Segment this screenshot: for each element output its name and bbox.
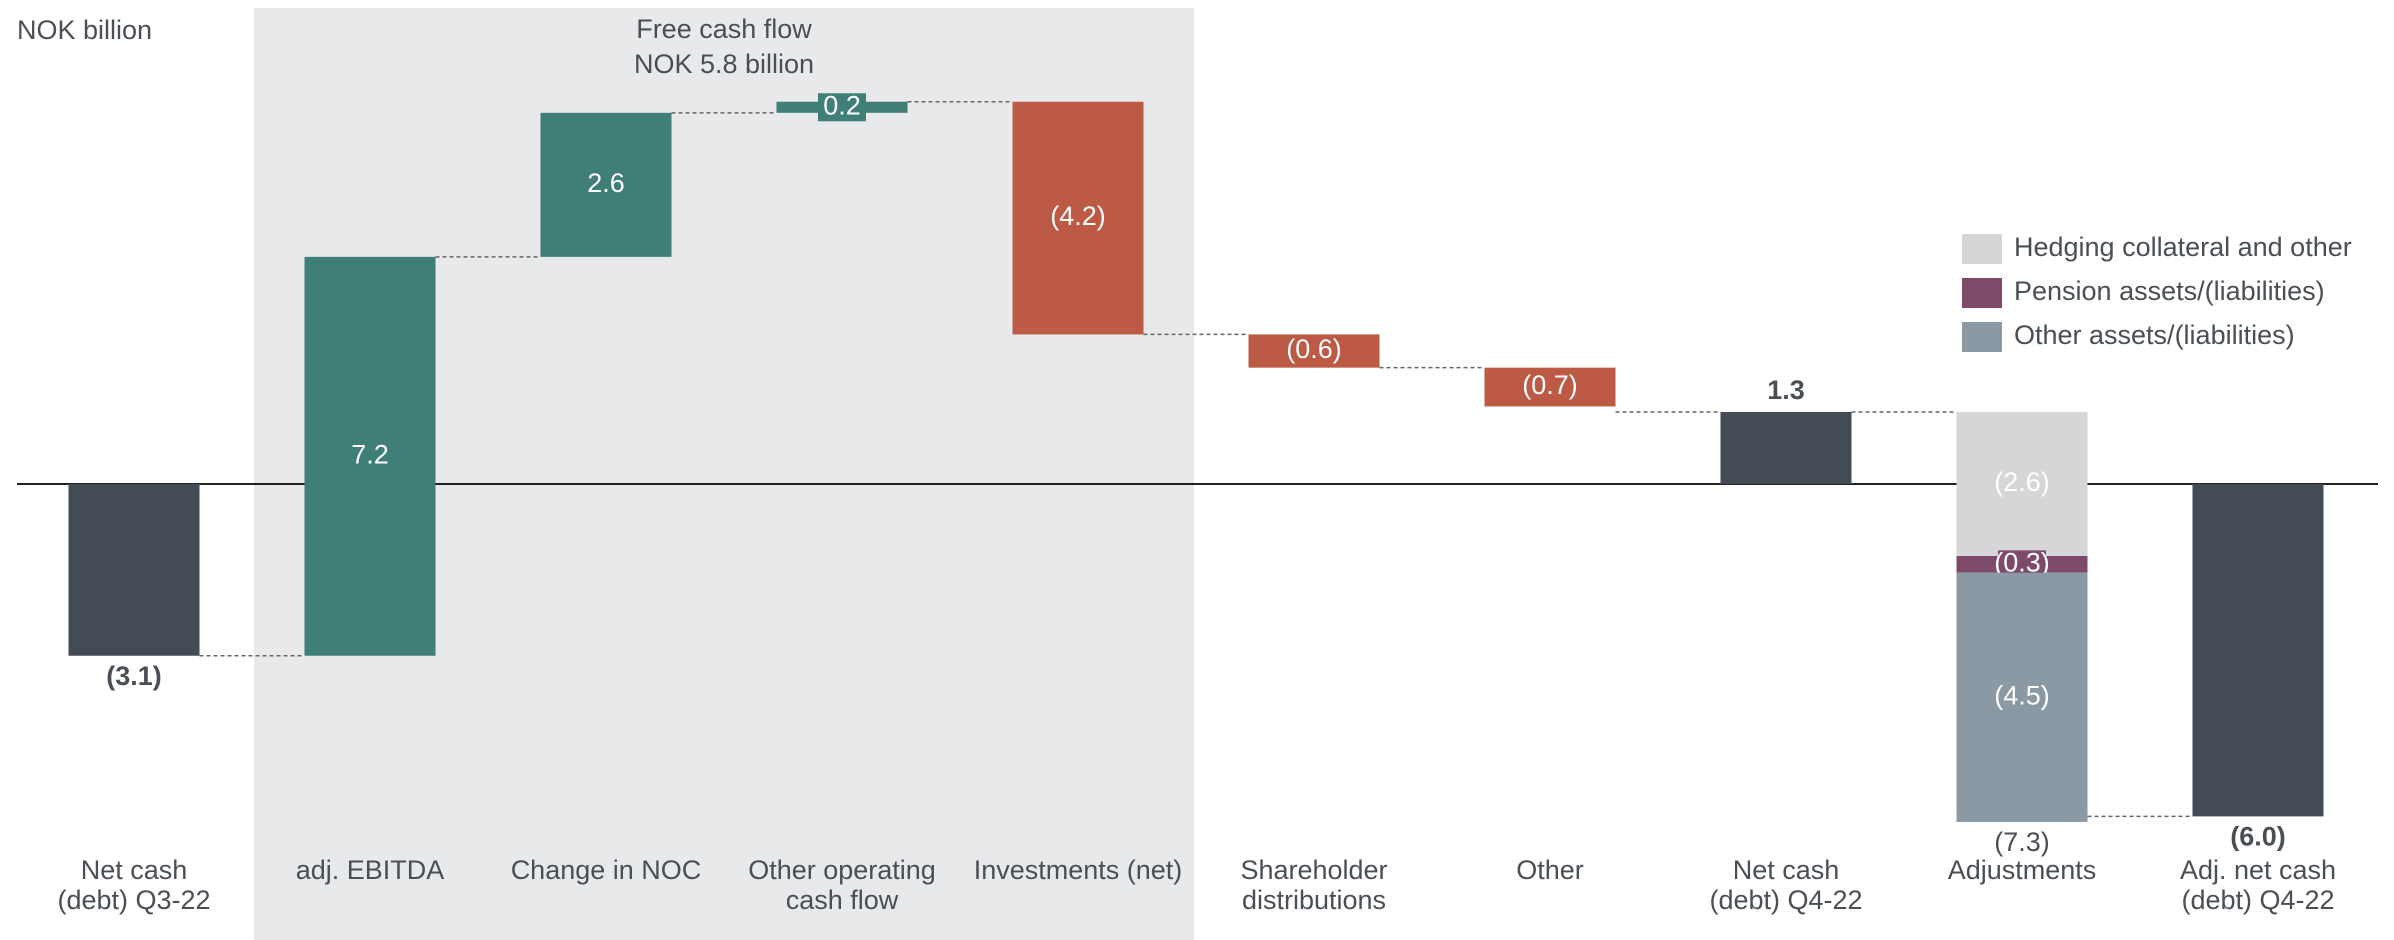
unit-label: NOK billion bbox=[17, 15, 152, 45]
data-label: (3.1) bbox=[106, 661, 162, 691]
x-tick-label: Net cash (debt) Q3-22 bbox=[57, 855, 210, 915]
legend-label: Other assets/(liabilities) bbox=[2014, 320, 2295, 350]
bar bbox=[540, 112, 672, 257]
data-label: 1.3 bbox=[1767, 375, 1805, 405]
highlight-subtitle: NOK 5.8 billion bbox=[634, 49, 814, 79]
data-label: (6.0) bbox=[2230, 822, 2286, 852]
bar bbox=[2192, 484, 2324, 817]
bar bbox=[1012, 101, 1144, 335]
data-label: (0.7) bbox=[1522, 370, 1578, 400]
highlight-title: Free cash flow bbox=[636, 14, 812, 44]
legend-label: Hedging collateral and other bbox=[2014, 232, 2352, 262]
bar bbox=[304, 256, 436, 656]
legend-swatch bbox=[1962, 278, 2002, 308]
data-label: (0.6) bbox=[1286, 334, 1342, 364]
data-label: 2.6 bbox=[587, 168, 625, 198]
data-label: (7.3) bbox=[1994, 827, 2050, 857]
data-label: (0.3) bbox=[1994, 547, 2050, 577]
label-box bbox=[818, 93, 866, 122]
bar bbox=[1720, 411, 1852, 484]
data-label: 0.2 bbox=[823, 90, 861, 120]
x-tick-label: Investments (net) bbox=[974, 855, 1183, 885]
bar bbox=[1484, 367, 1616, 407]
bar-segment bbox=[1956, 411, 2088, 557]
data-label: (4.2) bbox=[1050, 201, 1106, 231]
x-tick-label: Adj. net cash (debt) Q4-22 bbox=[2180, 855, 2336, 915]
legend-label: Pension assets/(liabilities) bbox=[2014, 276, 2325, 306]
x-tick-label: Adjustments bbox=[1948, 855, 2097, 885]
legend-swatch bbox=[1962, 234, 2002, 264]
x-tick-label: Other bbox=[1516, 855, 1584, 885]
x-tick-label: adj. EBITDA bbox=[296, 855, 445, 885]
bar-segment bbox=[1956, 572, 2088, 822]
data-label: (4.5) bbox=[1994, 680, 2050, 710]
bar bbox=[1248, 334, 1380, 368]
x-tick-label: Net cash (debt) Q4-22 bbox=[1709, 855, 1862, 915]
x-tick-label: Other operating cash flow bbox=[748, 855, 936, 915]
x-tick-label: Shareholder distributions bbox=[1240, 855, 1387, 915]
bar bbox=[68, 484, 200, 656]
data-label: 7.2 bbox=[351, 439, 389, 469]
legend-swatch bbox=[1962, 322, 2002, 352]
x-tick-label: Change in NOC bbox=[511, 855, 702, 885]
data-label: (2.6) bbox=[1994, 467, 2050, 497]
